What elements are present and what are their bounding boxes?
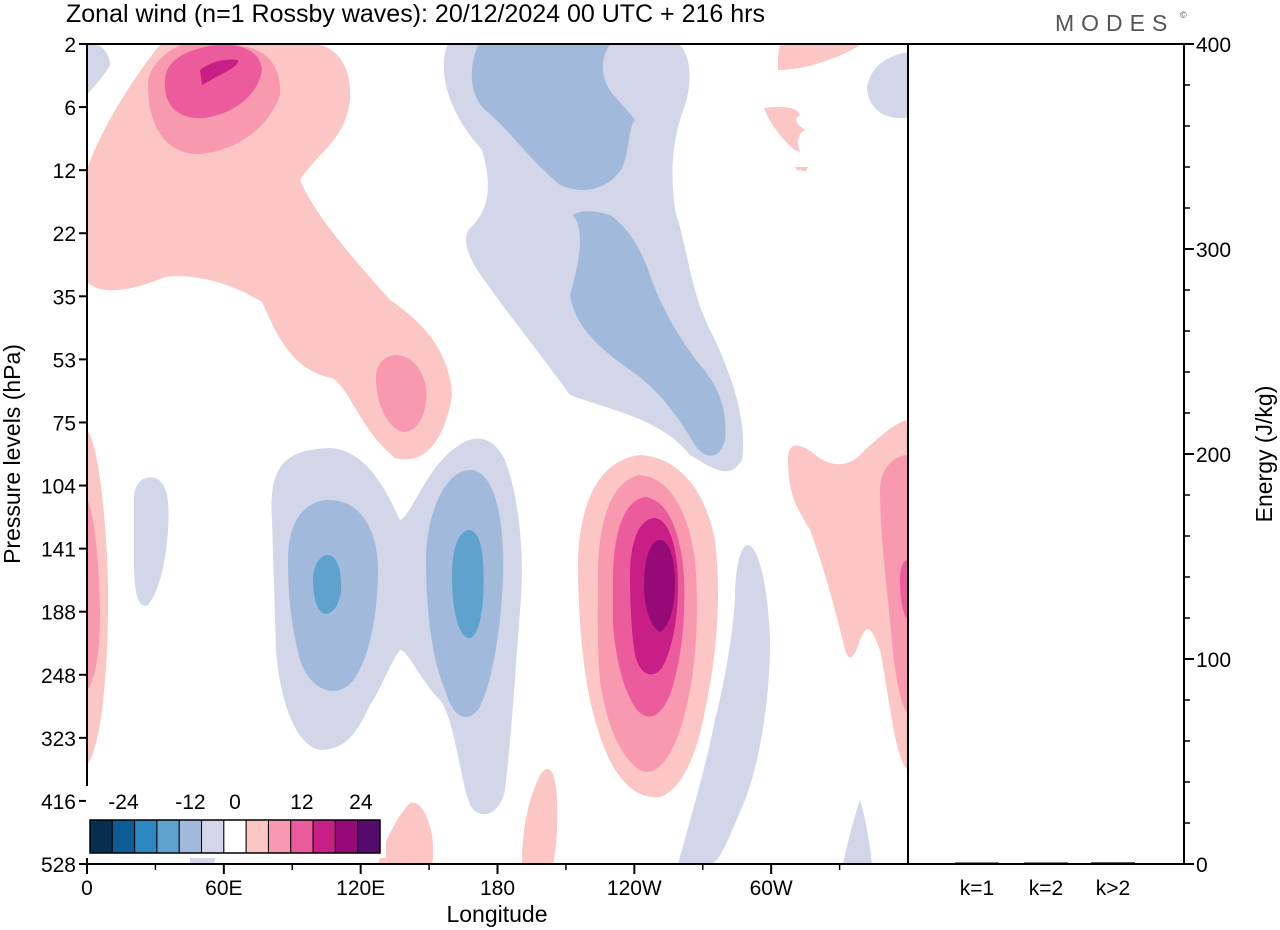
colorbar-tick-label: 0 [229,791,241,814]
energy-category-label: k=2 [1029,877,1063,900]
y-tick-label: 141 [41,539,76,562]
colorbar-swatch [134,819,158,854]
energy-tick-label: 300 [1196,239,1231,262]
y-tick-label: 528 [41,854,76,877]
modes-logo: MODES © [1055,10,1187,36]
colorbar-tick-label: 12 [290,791,313,814]
x-tick-label: 120W [607,877,662,900]
x-minor-ticks [154,864,841,870]
x-axis-label: Longitude [446,901,547,927]
contour-neg-1-bottom-right [843,800,872,864]
contour-pos-1-rightedge [788,420,908,770]
y-tick-label: 6 [64,97,76,120]
x-tick-label: 0 [81,877,93,900]
colorbar-swatch [178,819,203,854]
y-tick-label: 12 [53,160,76,183]
energy-axis-ticks: 0 100 200 300 400 [1184,34,1231,877]
colorbar-frame [89,819,381,854]
energy-bar [1091,862,1135,864]
contour-pos-1-topright [778,45,860,70]
contour-neg-1-topright [867,52,908,118]
contour-pos-2-rightedge [880,455,908,715]
contour-neg-1-right-lobe [678,545,770,864]
contour-field [87,44,908,864]
contour-pos-3-upper-core [164,44,262,119]
energy-tick-label: 100 [1196,649,1231,672]
y-tick-label: 323 [41,728,76,751]
contour-pos-2-blob-53hPa [376,355,427,432]
y-tick-label: 104 [41,476,76,499]
colorbar-swatch [201,819,225,854]
contour-neg-3-twin-left [313,555,342,614]
x-tick-label: 60W [750,877,793,900]
y-tick-label: 248 [41,665,76,688]
energy-category-label: k=1 [960,877,994,900]
energy-tick-label: 200 [1196,444,1231,467]
contour-pos-1-bottom-b [522,769,558,864]
colorbar-tick-label: -12 [175,791,205,814]
energy-panel-frame [907,43,1185,865]
energy-bars: k=1 k=2 k>2 [955,862,1135,900]
contour-neg-2-tongue-bottom [570,211,726,456]
contour-pos-4-upper-peak [200,59,239,85]
colorbar-swatch [267,819,292,854]
energy-tick-label: 400 [1196,34,1231,57]
contour-pos-2-leftedge [87,500,100,690]
contour-pos-1-speck-b [795,167,808,171]
colorbar-swatch [245,819,269,854]
modes-logo-mark: © [1180,10,1187,20]
y-tick-label: 75 [53,412,76,435]
modes-logo-text: MODES [1055,10,1174,36]
energy-category-label: k>2 [1096,877,1130,900]
contour-neg-1-left-speck [134,477,169,606]
chart-title: Zonal wind (n=1 Rossby waves): 20/12/202… [66,0,765,28]
contour-pos-1-speck-a [764,106,805,152]
y-tick-label: 53 [53,349,76,372]
colorbar-swatch [223,819,247,854]
energy-bar [1024,862,1068,864]
colorbar-tick-label: 24 [349,791,373,814]
colorbar: -24 -12 0 12 24 [86,786,386,858]
colorbar-swatch [290,819,314,854]
energy-tick-label: 0 [1196,854,1208,877]
contour-neg-3-twin-right [452,530,484,639]
contour-pos-3-rightedge [900,560,908,620]
colorbar-tick-label: -24 [108,791,139,814]
energy-bar [955,862,999,864]
contour-pos-5-central-peak [644,540,675,632]
x-axis-ticks: 0 60E 120E 180 120W 60W [81,864,793,900]
y-tick-label: 416 [41,791,76,814]
contour-neg-2-tongue-top [471,45,635,190]
y-axis-label: Pressure levels (hPa) [0,344,25,564]
y-tick-label: 188 [41,602,76,625]
colorbar-swatch [89,819,113,854]
colorbar-swatch [334,819,359,854]
colorbar-swatch [156,819,180,854]
colorbar-swatch [312,819,336,854]
energy-axis-label: Energy (J/kg) [1251,386,1277,523]
y-tick-label: 22 [53,223,76,246]
colorbar-swatch [357,819,381,854]
y-axis-ticks: 2 6 12 22 35 53 75 104 141 188 248 323 416 528 [41,34,87,877]
contour-neg-1-topleft [87,45,110,95]
contour-pos-1-bottom-a [378,802,434,864]
y-tick-label: 35 [53,286,76,309]
x-tick-label: 120E [336,877,385,900]
x-tick-label: 60E [205,877,242,900]
colorbar-swatch [111,819,136,854]
y-tick-label: 2 [64,34,76,57]
x-tick-label: 180 [480,877,515,900]
